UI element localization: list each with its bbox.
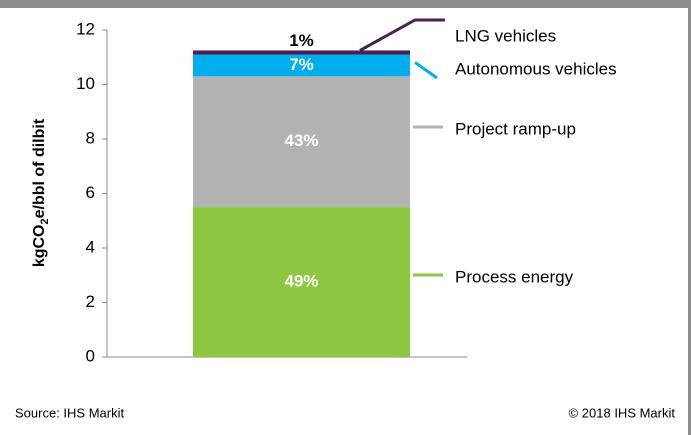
y-tick-label: 4 <box>86 237 95 256</box>
source: Source: IHS Markit <box>15 405 124 420</box>
top-band <box>0 0 691 8</box>
y-tick-label: 8 <box>86 128 95 147</box>
leader-line <box>359 18 445 52</box>
leader-line <box>414 61 438 80</box>
legend-label: LNG vehicles <box>455 26 556 45</box>
value-label: 1% <box>289 31 314 50</box>
y-tick-label: 2 <box>86 292 95 311</box>
bar-segment <box>193 207 410 357</box>
legend-label: Autonomous vehicles <box>455 59 617 78</box>
y-tick-label: 0 <box>86 346 95 365</box>
y-label-part: e/bbl of dilbit <box>31 118 48 218</box>
legend-label: Project ramp-up <box>455 119 576 138</box>
bar-segment <box>193 54 410 77</box>
value-label: 7% <box>289 55 314 74</box>
y-tick-label: 6 <box>86 183 95 202</box>
value-label: 49% <box>284 272 318 291</box>
bar-segment <box>193 50 410 55</box>
y-tick-label: 12 <box>76 19 95 38</box>
bar-segment <box>193 76 410 208</box>
y-label-sub: 2 <box>39 218 51 224</box>
copyright: © 2018 IHS Markit <box>569 405 676 420</box>
legend-label: Process energy <box>455 267 574 286</box>
y-axis-label: kgCO2e/bbl of dilbit <box>31 118 51 267</box>
value-label: 43% <box>284 131 318 150</box>
y-tick-label: 10 <box>76 74 95 93</box>
y-label-part: kgCO <box>31 225 48 268</box>
